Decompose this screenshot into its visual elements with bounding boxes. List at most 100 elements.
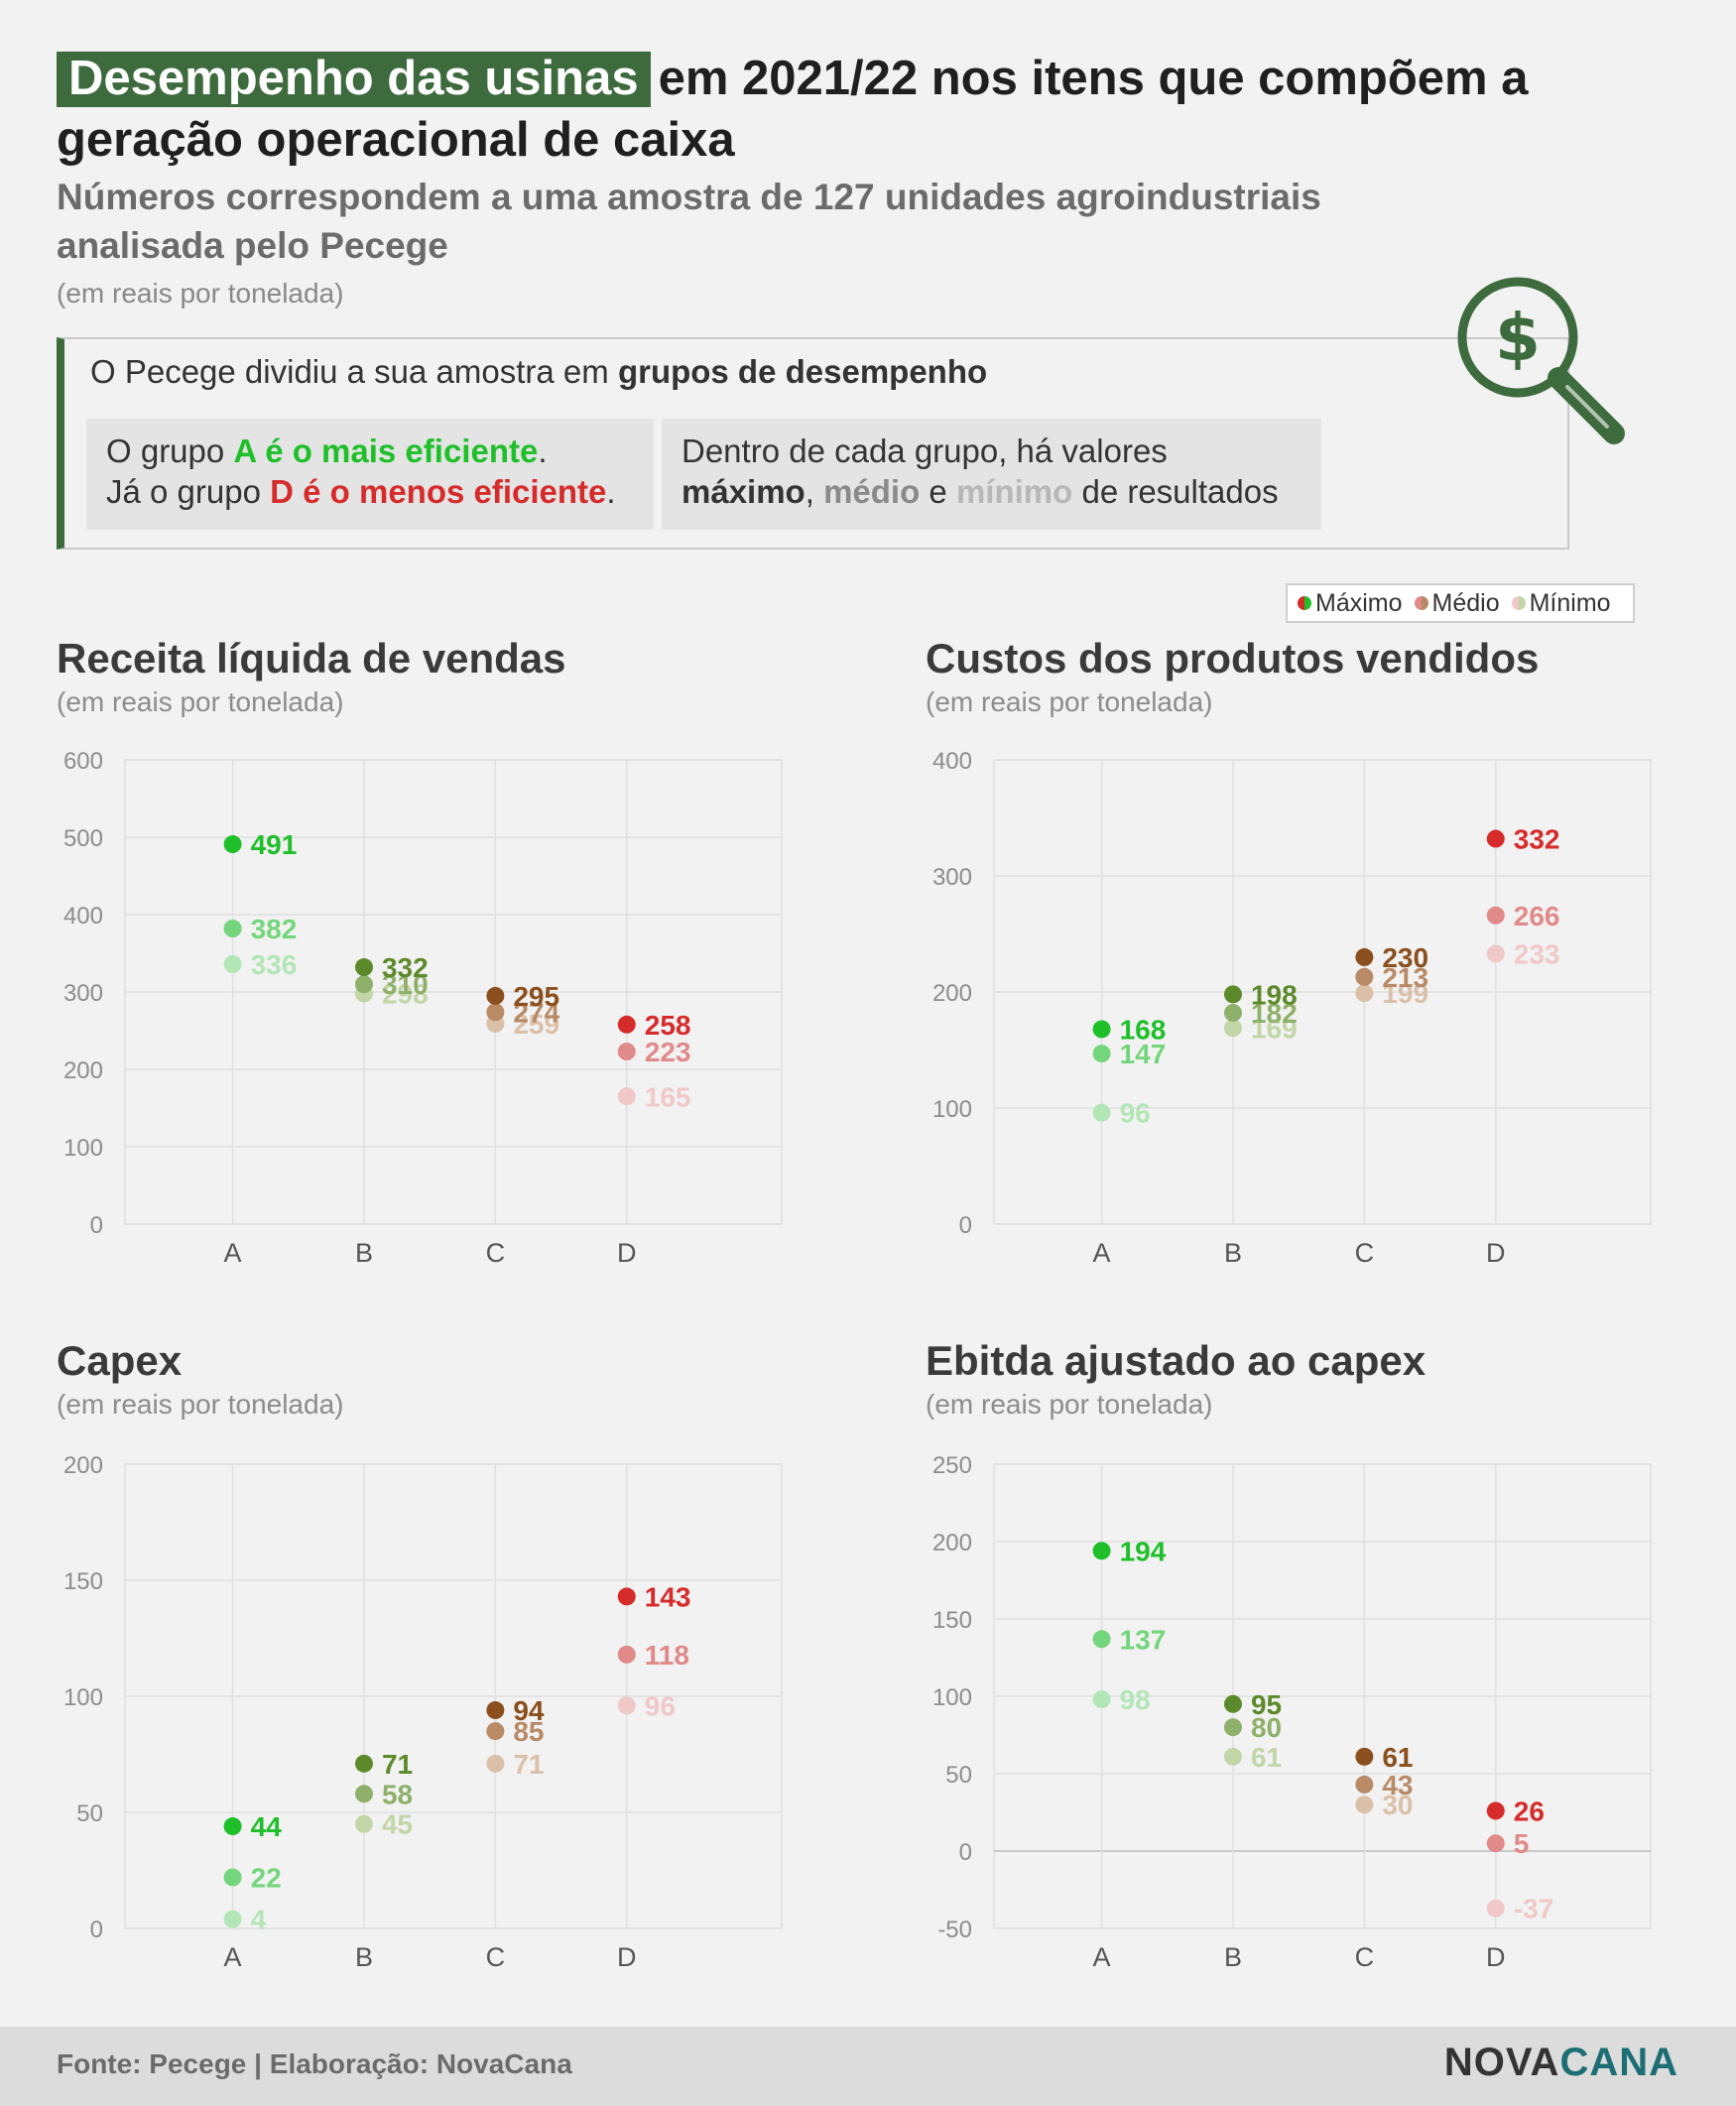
- panel-a-line2-post: .: [606, 473, 616, 510]
- chart-title-ebitda: Ebitda ajustado ao capex: [926, 1337, 1426, 1384]
- y-tick-label: 200: [932, 980, 972, 1007]
- y-tick-label: 150: [932, 1607, 972, 1634]
- data-label-b-max: 332: [382, 952, 429, 983]
- data-label-d-max: 332: [1514, 824, 1560, 855]
- data-point-a-max: [223, 1817, 242, 1836]
- y-tick-label: 400: [932, 748, 972, 775]
- data-point-c-max: [1355, 947, 1374, 966]
- x-tick-label: D: [617, 1238, 637, 1268]
- legend-item-med: Médio: [1414, 588, 1500, 618]
- data-label-d-max: 258: [645, 1010, 691, 1041]
- x-tick-label: A: [1093, 1238, 1111, 1268]
- chart-custos: 0 100 200 300 400 A B C D 96 169 199 233 147 182 213 266…: [932, 748, 1652, 1268]
- data-label-a-med: 147: [1120, 1039, 1167, 1069]
- y-tick-label: 100: [932, 1096, 972, 1123]
- panel-a-line2-pre: Já o grupo: [106, 473, 271, 510]
- data-point-d-min: [617, 1696, 636, 1715]
- chart-ebitda: -50 0 50 100 150 200 250 A B C D 98 61 30 -37 137 80 43 5 1…: [932, 1452, 1652, 1972]
- data-label-c-max: 295: [513, 981, 559, 1012]
- y-tick-label: 300: [932, 864, 972, 891]
- data-point-d-med: [617, 1043, 636, 1061]
- data-point-a-med: [1092, 1630, 1111, 1649]
- data-point-d-med: [617, 1645, 636, 1664]
- data-point-a-med: [223, 920, 242, 938]
- legend-item-max: Máximo: [1298, 589, 1403, 618]
- y-tick-label: 100: [63, 1684, 103, 1711]
- y-tick-label: 200: [932, 1530, 972, 1556]
- panel-a-line1-post: .: [538, 433, 548, 469]
- data-point-d-med: [1486, 1834, 1505, 1853]
- data-label-b-min: 45: [382, 1809, 413, 1840]
- data-label-b-max: 198: [1251, 979, 1298, 1010]
- chart-title-receita: Receita líquida de vendas: [57, 635, 566, 681]
- data-point-b-min: [1223, 1747, 1242, 1766]
- data-label-c-med: 274: [513, 997, 559, 1028]
- data-point-a-med: [1092, 1045, 1111, 1063]
- data-label-a-max: 168: [1120, 1014, 1167, 1045]
- data-label-b-max: 95: [1251, 1689, 1282, 1720]
- data-point-d-min: [617, 1087, 636, 1106]
- data-point-c-med: [486, 1003, 505, 1022]
- y-tick-label: 0: [959, 1212, 972, 1239]
- x-tick-label: B: [1224, 1238, 1242, 1268]
- data-label-a-min: 336: [251, 949, 298, 980]
- x-tick-label: D: [1486, 1942, 1506, 1972]
- legend-label-min: Mínimo: [1529, 588, 1611, 617]
- data-label-c-med: 43: [1382, 1770, 1413, 1800]
- data-point-d-max: [1486, 1801, 1505, 1820]
- page-title: Desempenho das usinas em 2021/22 nos iten…: [57, 48, 1604, 171]
- data-point-b-min: [1223, 1019, 1242, 1038]
- logo-part-cana: CANA: [1559, 2041, 1678, 2084]
- chart-title-capex: Capex: [57, 1337, 183, 1384]
- data-label-a-max: 194: [1120, 1536, 1167, 1566]
- info-panel-groups: O grupo A é o mais eficiente. Já o grupo…: [86, 419, 654, 530]
- data-point-b-max: [354, 1754, 373, 1773]
- data-label-d-min: 96: [645, 1690, 676, 1721]
- y-tick-label: 150: [63, 1568, 103, 1595]
- x-tick-label: D: [1486, 1238, 1506, 1268]
- panel-a-line2: Já o grupo D é o menos eficiente.: [106, 471, 634, 512]
- data-label-b-max: 71: [382, 1749, 413, 1780]
- legend-dot-med: [1414, 596, 1428, 610]
- x-tick-label: B: [355, 1942, 373, 1972]
- data-label-c-med: 85: [513, 1716, 544, 1747]
- data-label-a-med: 22: [251, 1863, 282, 1894]
- data-label-a-med: 382: [251, 914, 298, 944]
- panel-b-line2: máximo, médio e mínimo de resultados: [682, 471, 1302, 512]
- y-tick-label: 0: [959, 1839, 972, 1866]
- data-point-c-med: [486, 1722, 505, 1741]
- data-label-c-max: 94: [513, 1695, 545, 1726]
- data-label-d-min: 165: [645, 1081, 691, 1112]
- y-tick-label: 400: [63, 903, 103, 929]
- panel-a-worst-group: D é o menos eficiente: [270, 473, 607, 510]
- data-label-b-min: 61: [1251, 1742, 1282, 1773]
- panel-a-line1: O grupo A é o mais eficiente.: [106, 431, 634, 471]
- data-point-d-min: [1486, 944, 1505, 963]
- info-intro-bold: grupos de desempenho: [617, 353, 988, 390]
- chart-unit-receita: (em reais por tonelada): [57, 686, 344, 717]
- y-tick-label: 600: [63, 748, 103, 775]
- legend-dot-min: [1511, 596, 1526, 610]
- legend-label-med: Médio: [1431, 588, 1500, 617]
- x-tick-label: A: [224, 1942, 242, 1972]
- y-tick-label: 200: [63, 1057, 103, 1084]
- data-point-d-max: [617, 1587, 636, 1606]
- data-point-a-max: [1092, 1542, 1111, 1560]
- data-label-b-med: 310: [382, 969, 429, 1000]
- panel-b-max: máximo: [682, 473, 806, 510]
- data-label-b-min: 169: [1251, 1013, 1298, 1044]
- data-point-a-med: [223, 1868, 242, 1887]
- data-label-c-min: 30: [1382, 1790, 1413, 1820]
- data-label-b-med: 182: [1251, 998, 1298, 1029]
- data-point-a-min: [223, 954, 242, 973]
- data-point-c-min: [486, 1754, 505, 1773]
- data-point-b-max: [354, 958, 373, 977]
- data-label-b-min: 298: [382, 979, 429, 1010]
- data-point-d-max: [1486, 829, 1505, 848]
- data-label-d-med: 5: [1514, 1828, 1530, 1859]
- data-point-b-min: [354, 1814, 373, 1833]
- info-intro: O Pecege dividiu a sua amostra em grupos…: [90, 353, 987, 391]
- info-panel-values: Dentro de cada grupo, há valores máximo,…: [662, 419, 1321, 530]
- y-tick-label: 200: [63, 1452, 103, 1479]
- x-tick-label: C: [1355, 1238, 1375, 1268]
